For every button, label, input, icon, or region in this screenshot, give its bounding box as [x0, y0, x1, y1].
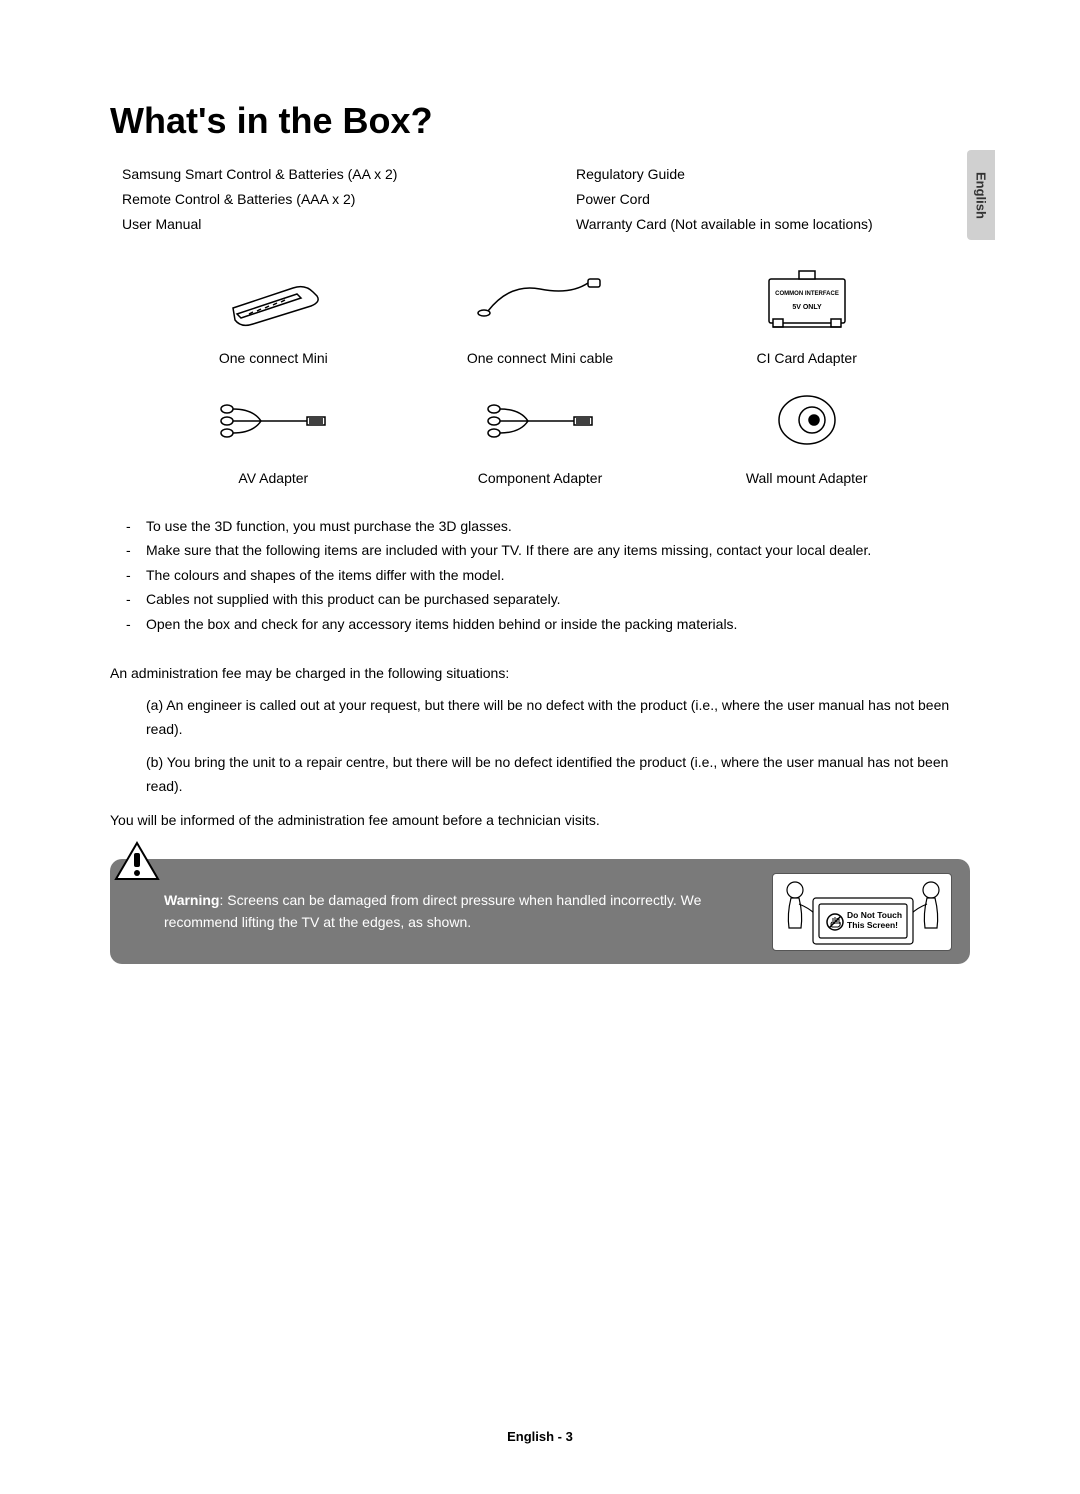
list-item: Power Cord: [576, 187, 970, 212]
svg-text:COMMON INTERFACE: COMMON INTERFACE: [775, 291, 839, 297]
left-list: Samsung Smart Control & Batteries (AA x …: [122, 162, 516, 238]
warning-label: Warning: [164, 892, 219, 908]
item-caption: Wall mount Adapter: [746, 470, 868, 486]
admin-fee-intro: An administration fee may be charged in …: [110, 662, 970, 686]
list-item: Regulatory Guide: [576, 162, 970, 187]
item-caption: Component Adapter: [478, 470, 603, 486]
list-item: Remote Control & Batteries (AAA x 2): [122, 187, 516, 212]
admin-fee-b: (b) You bring the unit to a repair centr…: [110, 751, 970, 799]
language-tab: English: [967, 150, 995, 240]
svg-text:Do Not Touch: Do Not Touch: [847, 910, 902, 920]
item-caption: AV Adapter: [238, 470, 308, 486]
admin-fee-a: (a) An engineer is called out at your re…: [110, 694, 970, 742]
one-connect-mini-icon: [150, 256, 397, 344]
list-item: Samsung Smart Control & Batteries (AA x …: [122, 162, 516, 187]
note-item: -Make sure that the following items are …: [110, 538, 970, 563]
note-item: -The colours and shapes of the items dif…: [110, 563, 970, 588]
item-one-connect-mini: One connect Mini: [150, 256, 397, 366]
language-tab-label: English: [974, 172, 989, 219]
included-items-text-lists: Samsung Smart Control & Batteries (AA x …: [110, 162, 970, 238]
item-wall-mount-adapter: Wall mount Adapter: [683, 376, 930, 486]
notes-list: -To use the 3D function, you must purcha…: [110, 514, 970, 637]
svg-text:5V ONLY: 5V ONLY: [792, 304, 822, 311]
page-title: What's in the Box?: [110, 100, 970, 142]
warning-triangle-icon: [114, 841, 160, 881]
list-item: Warranty Card (Not available in some loc…: [576, 212, 970, 237]
av-adapter-icon: [150, 376, 397, 464]
warning-text: : Screens can be damaged from direct pre…: [164, 892, 701, 930]
note-item: -Open the box and check for any accessor…: [110, 612, 970, 637]
wall-mount-icon: [683, 376, 930, 464]
page-footer: English - 3: [0, 1429, 1080, 1444]
note-item: -Cables not supplied with this product c…: [110, 587, 970, 612]
warning-illustration: Do Not Touch This Screen!: [772, 873, 952, 951]
warning-box: Warning: Screens can be damaged from dir…: [110, 859, 970, 964]
item-av-adapter: AV Adapter: [150, 376, 397, 486]
item-ci-card-adapter: COMMON INTERFACE 5V ONLY CI Card Adapter: [683, 256, 930, 366]
items-grid: One connect Mini One connect Mini cable: [110, 256, 970, 486]
item-component-adapter: Component Adapter: [417, 376, 664, 486]
item-one-connect-mini-cable: One connect Mini cable: [417, 256, 664, 366]
ci-card-icon: COMMON INTERFACE 5V ONLY: [683, 256, 930, 344]
admin-fee-outro: You will be informed of the administrati…: [110, 809, 970, 833]
right-list: Regulatory Guide Power Cord Warranty Car…: [576, 162, 970, 238]
note-item: -To use the 3D function, you must purcha…: [110, 514, 970, 539]
cable-icon: [417, 256, 664, 344]
svg-text:This Screen!: This Screen!: [847, 920, 898, 930]
item-caption: CI Card Adapter: [756, 350, 856, 366]
item-caption: One connect Mini: [219, 350, 328, 366]
component-adapter-icon: [417, 376, 664, 464]
item-caption: One connect Mini cable: [467, 350, 613, 366]
list-item: User Manual: [122, 212, 516, 237]
